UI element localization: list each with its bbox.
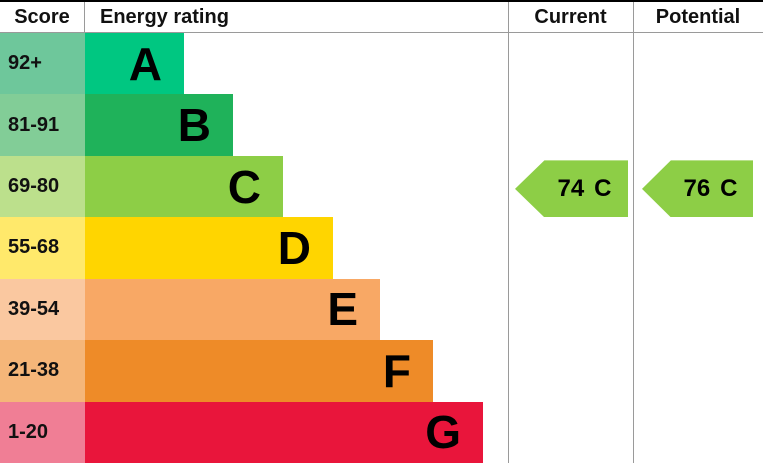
band-row-b: 81-91 B xyxy=(0,94,763,156)
header-score: Score xyxy=(0,2,85,32)
score-range: 55-68 xyxy=(0,217,85,279)
current-column-divider xyxy=(508,2,509,463)
score-range: 81-91 xyxy=(0,94,85,156)
rating-bar: A xyxy=(85,33,184,95)
potential-rating-band-letter: C xyxy=(720,174,738,202)
rating-bar: G xyxy=(85,401,483,463)
chart-header-row: Score Energy rating Current Potential xyxy=(0,2,763,33)
rating-letter: F xyxy=(382,344,411,397)
rating-letter: D xyxy=(277,221,311,274)
potential-rating-arrow: 76 C xyxy=(642,160,753,218)
band-row-d: 55-68 D xyxy=(0,217,763,279)
band-row-a: 92+ A xyxy=(0,33,763,95)
potential-rating-value: 76 xyxy=(683,174,711,202)
band-row-e: 39-54 E xyxy=(0,278,763,341)
band-row-c: 69-80 C xyxy=(0,155,763,218)
rating-bar: D xyxy=(85,217,333,279)
score-range: 21-38 xyxy=(0,340,85,402)
rating-bar: C xyxy=(85,155,283,218)
header-current: Current xyxy=(534,6,607,28)
rating-bar: B xyxy=(85,94,233,156)
rating-letter: G xyxy=(425,406,461,459)
rating-letter: B xyxy=(177,99,211,152)
rating-bar: F xyxy=(85,340,433,402)
rating-letter: C xyxy=(227,160,261,213)
header-potential: Potential xyxy=(655,6,741,28)
band-row-g: 1-20 G xyxy=(0,401,763,463)
band-row-f: 21-38 F xyxy=(0,340,763,402)
rating-letter: A xyxy=(128,37,162,90)
current-rating-band-letter: C xyxy=(594,174,612,202)
score-range: 69-80 xyxy=(0,155,85,218)
score-range: 1-20 xyxy=(0,401,85,463)
score-range: 92+ xyxy=(0,33,85,95)
score-range: 39-54 xyxy=(0,278,85,341)
header-energy-rating: Energy rating xyxy=(100,6,229,28)
current-rating-value: 74 xyxy=(557,174,585,202)
rating-bands: 92+ A 81-91 B 69-80 C 55-68 D 39-54 xyxy=(0,33,763,463)
potential-column-divider xyxy=(633,2,634,463)
current-rating-arrow: 74 C xyxy=(515,160,628,218)
rating-bar: E xyxy=(85,278,380,341)
rating-letter: E xyxy=(327,283,358,336)
